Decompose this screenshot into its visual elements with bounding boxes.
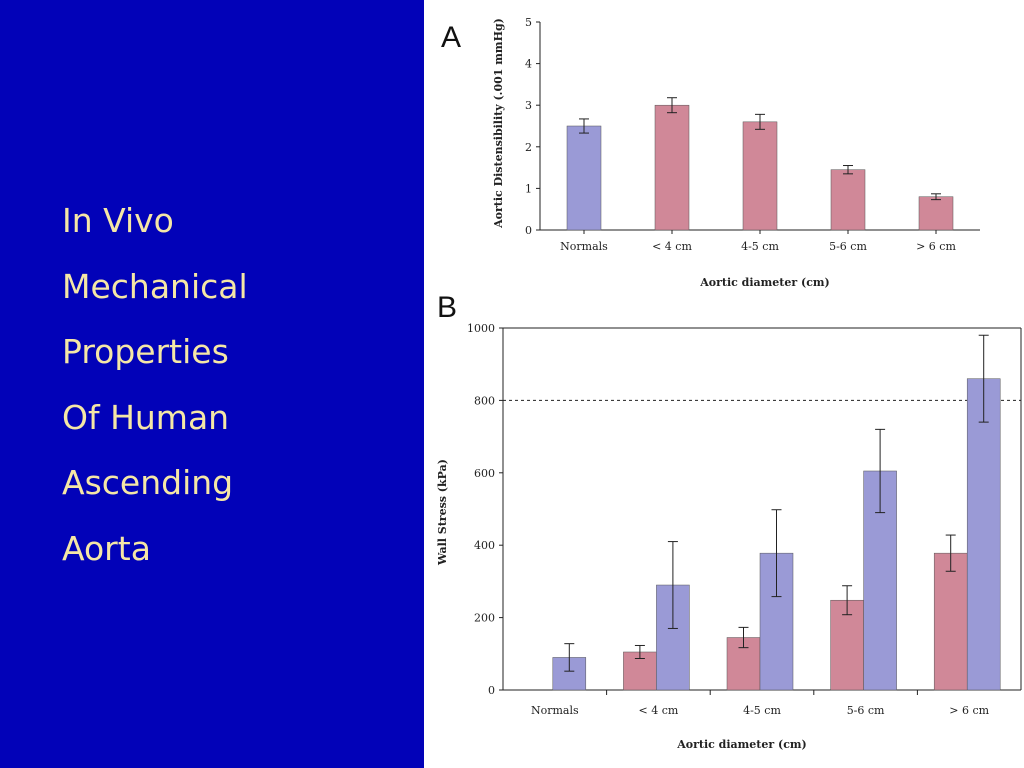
chart-a-x-tick-label: Normals [560, 240, 608, 253]
chart-b-wall-stress: 0 200 400 600 800 1000 Normals < 4 cm 4-5 cm 5-6 … [436, 322, 1022, 751]
figure-charts: A B 0 1 2 3 4 5 Normals < 4 cm 4-5 cm 5-6 cm > 6 c… [436, 16, 1022, 751]
chart-b-bar [966, 378, 1001, 691]
chart-b-y-tick-label: 200 [474, 612, 495, 625]
chart-a-x-axis-title: Aortic diameter (cm) [699, 276, 830, 289]
chart-a-bar [654, 104, 690, 231]
chart-b-y-axis-title: Wall Stress (kPa) [436, 459, 449, 566]
title-line: Aorta [62, 528, 151, 568]
chart-b-x-tick-label: 5-6 cm [847, 704, 885, 717]
title-line: Properties [62, 332, 229, 372]
chart-a-bar [918, 196, 954, 231]
chart-a-x-tick-label: 5-6 cm [829, 240, 867, 253]
chart-b-y-tick-label: 600 [474, 467, 495, 480]
panel-a-label: A [441, 21, 461, 54]
chart-b-x-tick-label: > 6 cm [949, 704, 989, 717]
chart-b-x-tick-label: 4-5 cm [743, 704, 781, 717]
title-line: In Vivo [62, 201, 174, 240]
chart-b-x-tick-label: Normals [531, 704, 579, 717]
slide-title: In Vivo Mechanical Properties Of Human A… [62, 188, 248, 582]
chart-b-y-tick-label: 1000 [467, 322, 495, 335]
chart-a-x-tick-label: 4-5 cm [741, 240, 779, 253]
chart-a-bar [830, 169, 866, 231]
figure-panel: A B 0 1 2 3 4 5 Normals < 4 cm 4-5 cm 5-6 cm > 6 c… [424, 0, 1024, 768]
panel-b-label: B [437, 291, 457, 324]
chart-a-x-tick-label: > 6 cm [916, 240, 956, 253]
chart-a-bar [742, 121, 778, 231]
chart-b-y-tick-label: 400 [474, 539, 495, 552]
chart-a-y-tick-label: 0 [525, 224, 532, 237]
chart-a-bar [566, 125, 602, 231]
chart-a-y-tick-label: 5 [525, 16, 532, 29]
chart-b-y-tick-label: 0 [488, 684, 495, 697]
chart-a-x-tick-label: < 4 cm [652, 240, 692, 253]
chart-a-y-tick-label: 3 [525, 99, 532, 112]
chart-a-y-tick-label: 4 [525, 58, 532, 71]
title-line: Ascending [62, 463, 234, 503]
title-line: Of Human [62, 397, 230, 437]
chart-b-x-tick-label: < 4 cm [638, 704, 678, 717]
chart-b-y-tick-label: 800 [474, 394, 495, 407]
chart-a-y-tick-label: 2 [525, 141, 532, 154]
chart-a-y-tick-label: 1 [525, 182, 532, 195]
chart-a-distensibility: 0 1 2 3 4 5 Normals < 4 cm 4-5 cm 5-6 cm > 6 cm Aor… [492, 16, 980, 289]
title-line: Mechanical [62, 266, 248, 306]
chart-b-bar [933, 552, 968, 691]
chart-a-y-axis-title: Aortic Distensibility (.001 mmHg) [492, 18, 505, 229]
chart-b-x-axis-title: Aortic diameter (cm) [676, 738, 807, 751]
